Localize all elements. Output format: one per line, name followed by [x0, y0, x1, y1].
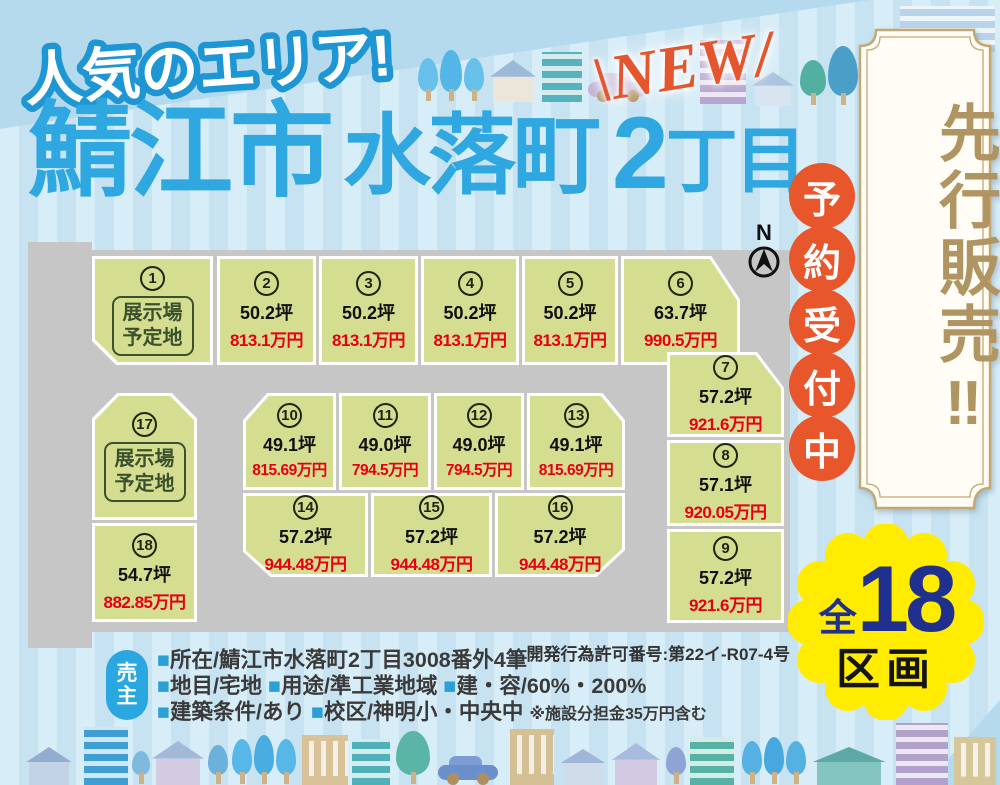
reservation-char: 予 [789, 163, 855, 229]
building-icon [302, 735, 348, 785]
tree-icon [396, 731, 430, 785]
property-details: ■所在/鯖江市水落町2丁目3008番外4筆 ■地目/宅地 ■用途/準工業地域 ■… [157, 647, 707, 728]
reservation-char: 付 [789, 352, 855, 418]
lot-11: 11 49.0坪 794.5万円 [339, 393, 431, 490]
building-icon [510, 729, 554, 785]
banner-frame [858, 28, 992, 510]
total-lots-badge: 全 18 区画 [788, 524, 984, 720]
tree-icon [276, 739, 296, 785]
building-icon [690, 737, 734, 785]
lot-9: 9 57.2坪 921.6万円 [667, 529, 784, 623]
tree-icon [828, 46, 858, 106]
house-icon [490, 60, 536, 102]
reservation-char: 中 [789, 415, 855, 481]
tree-icon [764, 737, 784, 785]
lot-15: 15 57.2坪 944.48万円 [371, 493, 492, 577]
car-icon [588, 70, 646, 102]
tree-icon [742, 741, 762, 785]
lot-14: 14 57.2坪 944.48万円 [243, 493, 368, 577]
lot-7: 7 57.2坪 921.6万円 [667, 352, 784, 437]
lot-16: 16 57.2坪 944.48万円 [495, 493, 625, 577]
lot-5: 5 50.2坪 813.1万円 [522, 256, 618, 365]
lot-2: 2 50.2坪 813.1万円 [217, 256, 316, 365]
facility-fee-note: ※施設分担金35万円含む [529, 706, 707, 723]
building-icon [954, 737, 996, 785]
title-chome-suffix: 丁目 [665, 122, 807, 202]
house-icon [612, 743, 660, 785]
detail-line-zoning: ■地目/宅地 ■用途/準工業地域 ■建・容/60%・200% [157, 674, 647, 698]
lot-label: 展示場 予定地 [111, 295, 194, 356]
building-icon [84, 727, 128, 785]
lot-1: 1 展示場 予定地 [92, 256, 213, 365]
building-icon [542, 52, 582, 102]
lot-6: 6 63.7坪 990.5万円 [621, 256, 740, 365]
reservation-char: 約 [789, 226, 855, 292]
title-chome-number: 2 [612, 96, 669, 210]
development-permit-number: 開発行為許可番号:第22イ-R07-4号 [526, 645, 790, 664]
lot-label: 展示場 予定地 [103, 441, 186, 502]
road-left-strip [28, 242, 92, 648]
tree-icon [232, 739, 252, 785]
badge-text: 全 18 区画 [788, 524, 984, 720]
car-icon [438, 751, 498, 785]
house-icon [812, 747, 886, 785]
north-arrow-icon: N [744, 222, 784, 285]
bottom-skyline [0, 723, 1000, 785]
badge-prefix: 全 [818, 598, 857, 640]
page-title: 鯖江市 水落町 2 丁目 [28, 94, 807, 210]
lot-10: 10 49.1坪 815.69万円 [243, 393, 336, 490]
catch-phrase: 人気のエリア! [16, 17, 400, 116]
badge-suffix: 区画 [836, 645, 936, 694]
compass-label: N [756, 220, 772, 245]
lot-8: 8 57.1坪 920.05万円 [667, 440, 784, 526]
reservation-chain: 予 約 受 付 中 [789, 163, 855, 481]
lot-3: 3 50.2坪 813.1万円 [319, 256, 418, 365]
tree-icon [800, 60, 826, 106]
building-icon [700, 40, 746, 104]
house-icon [560, 749, 606, 785]
badge-number: 18 [856, 546, 958, 651]
compass-circle [748, 246, 780, 278]
detail-line-location: ■所在/鯖江市水落町2丁目3008番外4筆 [157, 648, 528, 672]
detail-line-conditions: ■建築条件/あり ■校区/神明小・中央中 [157, 700, 524, 724]
lot-17: 17 展示場 予定地 [92, 393, 197, 520]
building-icon [896, 723, 948, 785]
lot-18: 18 54.7坪 882.85万円 [92, 523, 197, 622]
tree-icon [208, 745, 228, 785]
tree-icon [132, 751, 150, 785]
tree-icon [254, 735, 274, 785]
house-icon [752, 72, 794, 106]
tree-icon [786, 741, 806, 785]
house-icon [26, 747, 72, 785]
title-city: 鯖江市 [28, 94, 334, 210]
tree-icon [666, 747, 686, 785]
house-icon [152, 741, 204, 785]
title-town: 水落町 [343, 106, 601, 205]
tree-icon [464, 58, 484, 102]
scallop-shape [788, 524, 984, 720]
reservation-char: 受 [789, 289, 855, 355]
tree-icon [440, 50, 462, 102]
tree-icon [418, 58, 438, 102]
lot-12: 12 49.0坪 794.5万円 [434, 393, 524, 490]
banner-text: 先行販売‼ [929, 101, 998, 443]
building-icon [352, 739, 390, 785]
seller-badge: 売 主 [106, 650, 148, 720]
lot-13: 13 49.1坪 815.69万円 [527, 393, 625, 490]
advance-sale-banner: 先行販売‼ [856, 26, 998, 512]
lot-4: 4 50.2坪 813.1万円 [421, 256, 519, 365]
